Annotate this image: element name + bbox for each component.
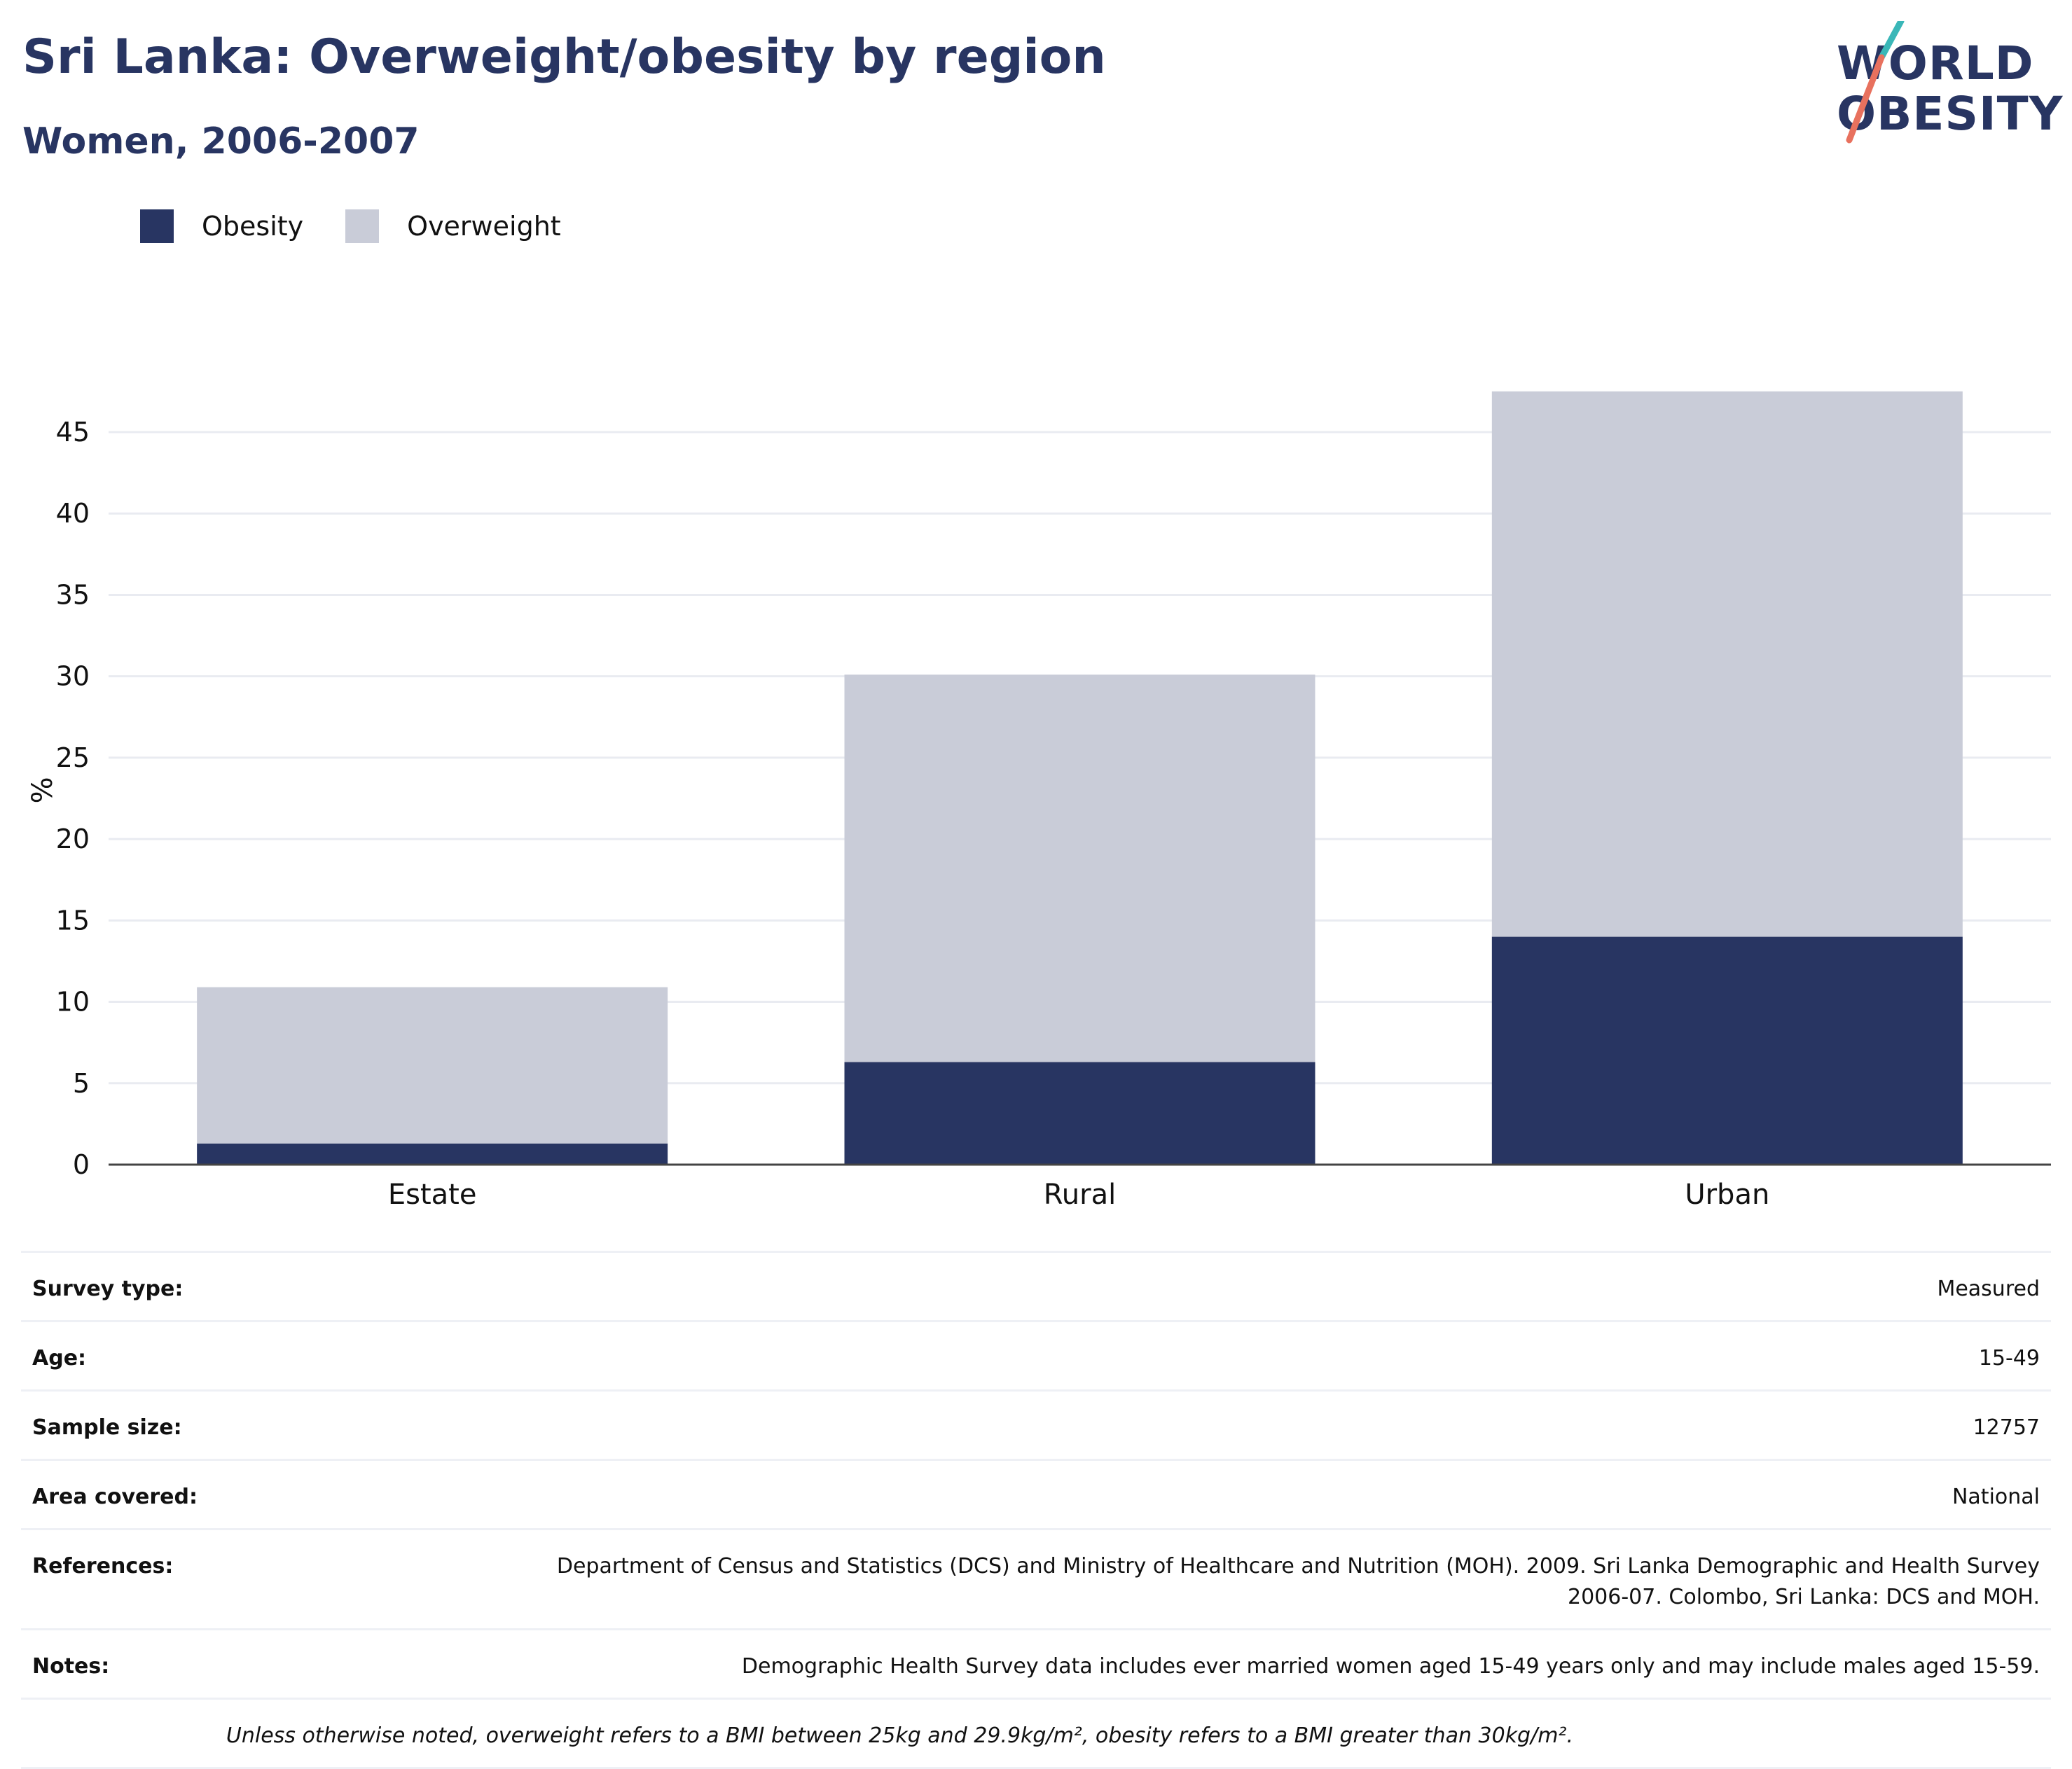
- logo-line-1: WORLD: [1837, 36, 2034, 90]
- y-tick-label: 20: [56, 824, 90, 854]
- bar-overweight-estate: [197, 987, 668, 1144]
- details-label: Survey type:: [32, 1277, 184, 1301]
- y-tick-label: 40: [56, 498, 90, 529]
- details-row: Age: 15-49: [21, 1322, 2051, 1392]
- legend-swatch-overweight: [345, 209, 380, 243]
- details-value: 15-49: [1978, 1346, 2040, 1371]
- details-label: Notes:: [32, 1654, 110, 1679]
- details-value: Department of Census and Statistics (DCS…: [556, 1554, 2040, 1609]
- logo-slash-icon: [1846, 21, 1905, 144]
- x-tick-label: Urban: [1685, 1179, 1769, 1211]
- details-row: Survey type: Measured: [21, 1253, 2051, 1322]
- x-tick-label: Rural: [1044, 1179, 1116, 1211]
- y-tick-label: 5: [73, 1068, 90, 1099]
- legend-swatch-obesity: [140, 209, 174, 243]
- details-value: 12757: [1973, 1415, 2040, 1440]
- details-row: Sample size: 12757: [21, 1392, 2051, 1461]
- logo-line-2: OBESITY: [1837, 87, 2064, 141]
- footnote-row: Unless otherwise noted, overweight refer…: [21, 1700, 2051, 1769]
- bar-overweight-urban: [1491, 391, 1963, 937]
- y-tick-label: 10: [56, 987, 90, 1018]
- details-row: Area covered: National: [21, 1461, 2051, 1530]
- stacked-bar-chart: 0 5 10 15 20 25 30 35 40 45% Estate Rural Urban: [27, 391, 2051, 1211]
- footnote-text: Unless otherwise noted, overweight refer…: [226, 1723, 1573, 1748]
- bar-overweight-rural: [844, 674, 1315, 1062]
- details-row: References: Department of Census and Stat…: [21, 1530, 2051, 1630]
- details-label: Area covered:: [32, 1485, 198, 1509]
- y-tick-label: 45: [56, 417, 90, 448]
- y-tick-label: 30: [56, 661, 90, 692]
- details-label: Sample size:: [32, 1415, 182, 1440]
- bar-obesity-urban: [1491, 936, 1963, 1165]
- x-tick-label: Estate: [388, 1179, 477, 1211]
- legend-label-overweight: Overweight: [407, 211, 561, 242]
- details-label: References:: [32, 1554, 174, 1579]
- chart-legend: Obesity Overweight: [140, 209, 603, 244]
- legend-label-obesity: Obesity: [202, 211, 304, 242]
- bar-obesity-rural: [844, 1062, 1315, 1165]
- details-value: National: [1952, 1485, 2040, 1509]
- legend-item-overweight: Overweight: [345, 209, 561, 243]
- y-axis-label: %: [27, 777, 59, 803]
- chart-title: Sri Lanka: Overweight/obesity by region: [22, 29, 1106, 85]
- legend-item-obesity: Obesity: [140, 209, 303, 243]
- y-tick-label: 0: [73, 1149, 90, 1180]
- details-row: Notes: Demographic Health Survey data inc…: [21, 1630, 2051, 1700]
- bar-obesity-estate: [197, 1143, 668, 1165]
- survey-details-table: Survey type: Measured Age: 15-49 Sample size…: [21, 1251, 2051, 1769]
- y-tick-label: 35: [56, 579, 90, 610]
- y-tick-label: 15: [56, 905, 90, 936]
- chart-subtitle: Women, 2006-2007: [22, 120, 420, 162]
- y-tick-label: 25: [56, 742, 90, 773]
- details-value: Measured: [1937, 1277, 2040, 1301]
- details-value: Demographic Health Survey data includes …: [741, 1654, 2040, 1679]
- details-label: Age:: [32, 1346, 87, 1371]
- world-obesity-logo: WORLD OBESITY: [1828, 21, 2062, 147]
